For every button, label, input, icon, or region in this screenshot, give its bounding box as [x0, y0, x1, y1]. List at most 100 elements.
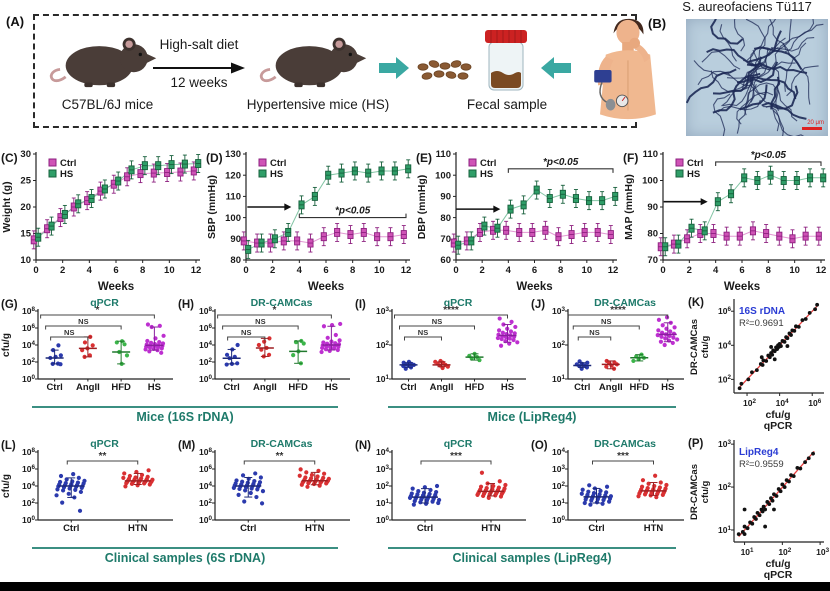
svg-text:*p<0.05: *p<0.05	[751, 150, 787, 161]
svg-text:25: 25	[20, 176, 31, 187]
scale-bar	[802, 127, 822, 130]
svg-text:DR-CAMCas: DR-CAMCas	[594, 297, 656, 309]
svg-text:110: 110	[436, 149, 451, 160]
svg-text:LipReg4: LipReg4	[739, 447, 779, 458]
fecal-sample-label: Fecal sample	[466, 97, 548, 112]
svg-text:4: 4	[297, 265, 303, 276]
svg-text:Weight (g): Weight (g)	[1, 181, 13, 232]
svg-text:70: 70	[647, 255, 658, 266]
svg-text:100: 100	[642, 176, 658, 187]
svg-text:102: 102	[22, 357, 35, 367]
svg-text:qPCR: qPCR	[444, 297, 473, 309]
svg-text:101: 101	[718, 525, 731, 535]
svg-text:106: 106	[22, 464, 35, 474]
svg-text:HTN: HTN	[644, 523, 664, 534]
panel-a-schematic: C57BL/6J mice High-salt diet 12 weeks Hy…	[33, 14, 656, 128]
svg-text:(H): (H)	[178, 299, 194, 311]
mouse-icon	[49, 37, 157, 88]
svg-text:2: 2	[480, 265, 485, 276]
svg-text:100: 100	[199, 515, 212, 525]
svg-text:100: 100	[435, 170, 451, 181]
svg-text:104: 104	[376, 447, 389, 457]
svg-text:Weeks: Weeks	[98, 281, 134, 293]
svg-text:HS: HS	[501, 382, 514, 393]
svg-text:DR-CAMCas: DR-CAMCas	[251, 438, 313, 450]
svg-text:108: 108	[199, 447, 212, 457]
svg-text:102: 102	[552, 481, 565, 491]
person-blood-pressure-icon	[594, 18, 656, 120]
mice-16s-drcamcas-chart: 100 102 104 106 108 DR-CAMCas (H) Ctrl AngII HFD H…	[178, 297, 350, 393]
svg-text:****: ****	[610, 305, 626, 316]
svg-text:HFD: HFD	[288, 382, 308, 393]
svg-text:HS: HS	[687, 169, 700, 180]
svg-text:6: 6	[739, 265, 744, 276]
svg-text:NS: NS	[78, 317, 88, 326]
svg-text:NS: NS	[432, 317, 442, 326]
sbp-boxplot-chart: 80 90 100 110 120 130 0 2 4 6 8 10 12 Weeks SBP (mmHg)…	[206, 149, 411, 293]
svg-text:0: 0	[453, 265, 458, 276]
bacteria-filaments-icon	[685, 0, 824, 144]
svg-text:qPCR: qPCR	[90, 297, 119, 309]
svg-text:8: 8	[350, 265, 355, 276]
svg-text:80: 80	[647, 229, 658, 240]
scale-bar-label: 20 μm	[807, 120, 824, 126]
svg-text:Ctrl: Ctrl	[588, 523, 604, 534]
svg-text:80: 80	[440, 213, 451, 224]
svg-text:101: 101	[552, 374, 565, 384]
block-arrow-right-icon	[379, 57, 409, 79]
svg-text:*p<0.05: *p<0.05	[335, 206, 371, 217]
svg-text:HFD: HFD	[629, 382, 649, 393]
svg-text:110: 110	[226, 192, 241, 203]
svg-text:102: 102	[552, 340, 565, 350]
svg-text:103: 103	[816, 547, 829, 557]
svg-text:NS: NS	[241, 328, 251, 337]
svg-text:HFD: HFD	[111, 382, 131, 393]
svg-text:104: 104	[22, 340, 35, 350]
svg-text:106: 106	[199, 464, 212, 474]
svg-text:DR-CAMCas: DR-CAMCas	[689, 319, 700, 375]
svg-text:HS: HS	[270, 169, 283, 180]
panel-b-title: S. aureofaciens Tü117	[682, 0, 812, 14]
svg-text:8: 8	[558, 265, 563, 276]
micrograph-image: 20 μm	[685, 0, 828, 144]
svg-text:AngII: AngII	[599, 382, 623, 393]
svg-text:Ctrl: Ctrl	[400, 382, 416, 393]
svg-text:10: 10	[582, 265, 593, 276]
svg-text:HTN: HTN	[305, 523, 325, 534]
svg-text:R²=0.9691: R²=0.9691	[739, 318, 784, 329]
svg-text:Ctrl: Ctrl	[63, 523, 79, 534]
svg-text:HS: HS	[325, 382, 338, 393]
svg-text:NS: NS	[589, 328, 599, 337]
right-arrow-icon	[153, 62, 245, 74]
svg-text:102: 102	[743, 398, 756, 408]
svg-text:(M): (M)	[178, 440, 195, 452]
svg-text:130: 130	[225, 149, 241, 160]
panel-b-letter: (B)	[648, 16, 667, 31]
svg-text:*p<0.05: *p<0.05	[543, 157, 579, 168]
svg-text:108: 108	[22, 306, 35, 316]
svg-text:100: 100	[552, 515, 565, 525]
svg-text:Weeks: Weeks	[308, 281, 344, 293]
svg-text:0: 0	[243, 265, 248, 276]
svg-text:104: 104	[199, 481, 212, 491]
svg-text:106: 106	[718, 306, 731, 316]
svg-text:Ctrl: Ctrl	[60, 158, 76, 169]
svg-text:Ctrl: Ctrl	[687, 158, 703, 169]
svg-text:103: 103	[552, 306, 565, 316]
svg-text:60: 60	[440, 255, 451, 266]
svg-text:(F): (F)	[623, 151, 638, 165]
svg-text:108: 108	[22, 447, 35, 457]
svg-text:10: 10	[789, 265, 800, 276]
svg-text:0: 0	[660, 265, 665, 276]
svg-text:2: 2	[60, 265, 65, 276]
svg-text:90: 90	[230, 234, 241, 245]
svg-text:10: 10	[20, 255, 31, 266]
group-label-mice-16s: Mice (16S rDNA)	[32, 406, 338, 424]
svg-text:101: 101	[741, 547, 754, 557]
svg-text:102: 102	[199, 498, 212, 508]
fecal-pellets-icon	[417, 60, 472, 80]
bottom-bar	[0, 582, 830, 591]
svg-text:4: 4	[506, 265, 512, 276]
svg-text:2: 2	[270, 265, 275, 276]
